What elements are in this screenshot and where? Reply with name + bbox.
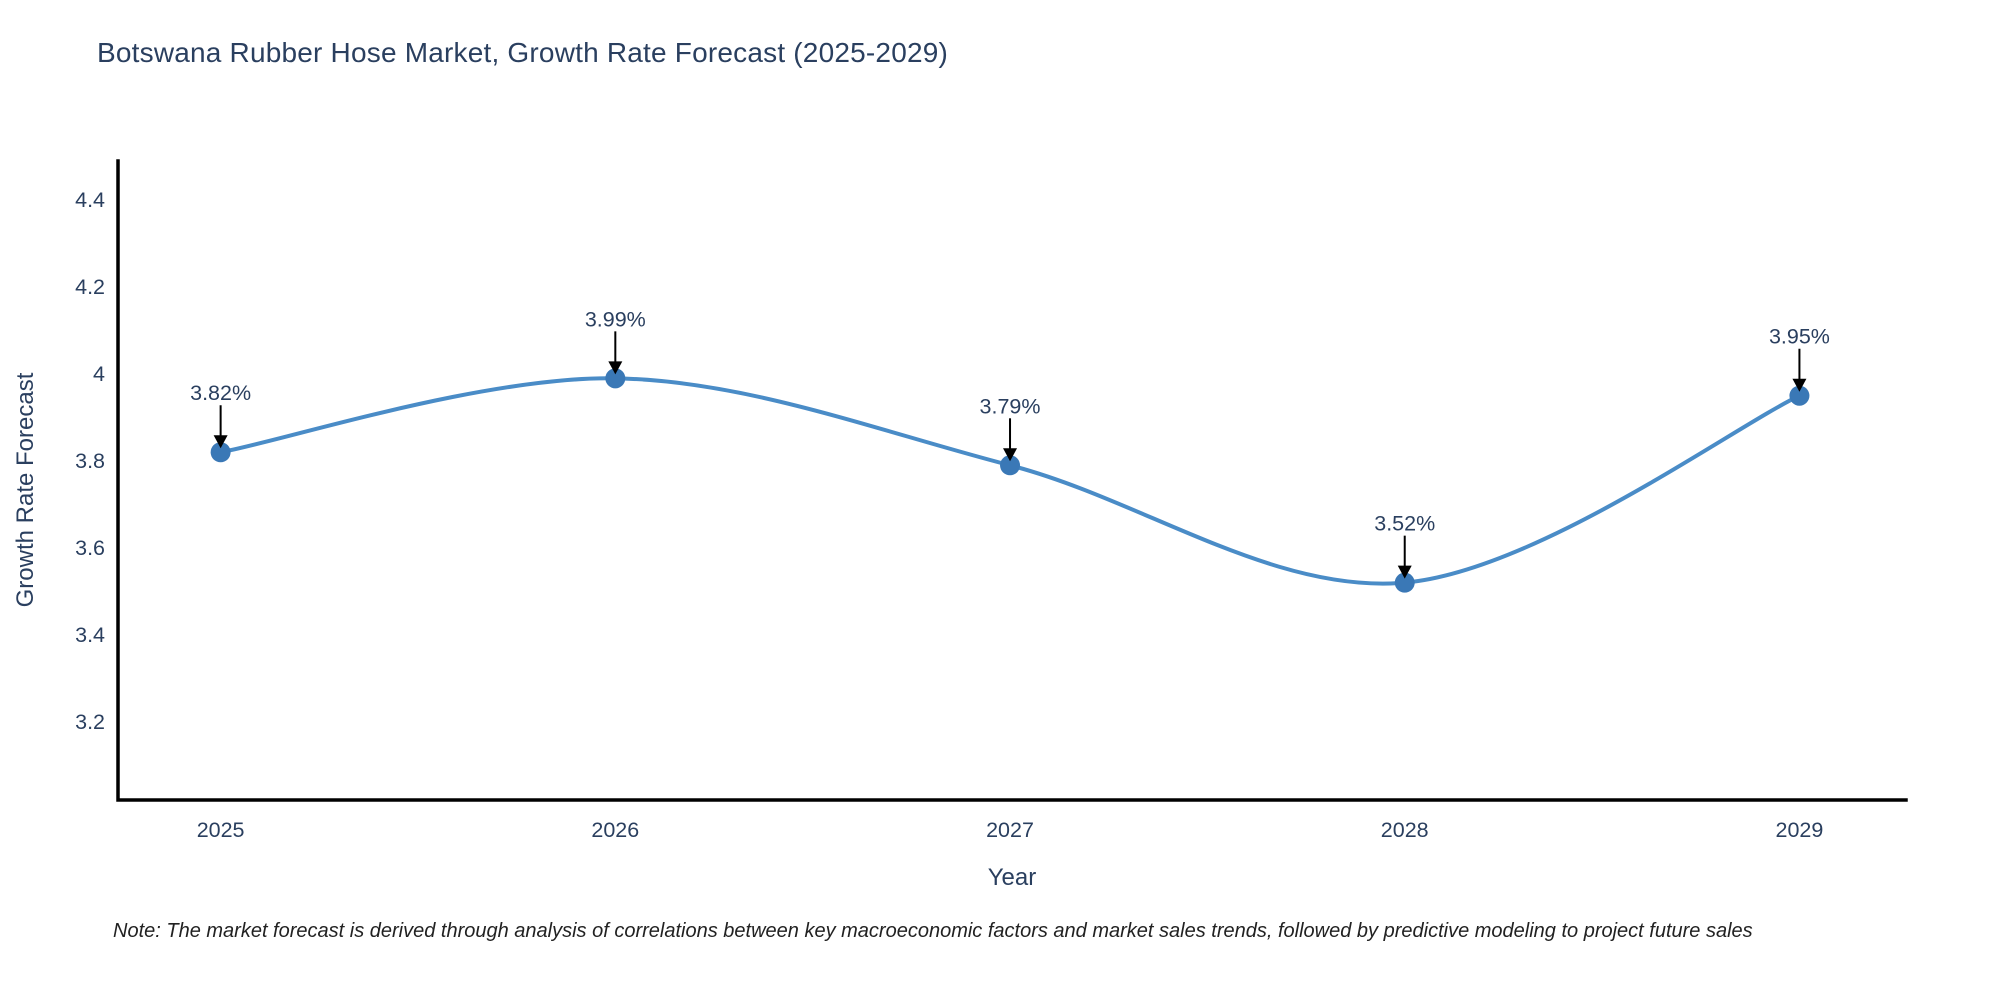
x-tick-label: 2027 xyxy=(986,818,1034,842)
x-tick-label: 2026 xyxy=(591,818,639,842)
data-point-2026[interactable] xyxy=(605,368,626,389)
x-tick-label: 2028 xyxy=(1381,818,1429,842)
y-tick-label: 3.2 xyxy=(75,710,105,734)
footnote: Note: The market forecast is derived thr… xyxy=(113,920,1753,942)
annotation-arrowhead-icon xyxy=(608,361,623,375)
y-tick-label: 3.4 xyxy=(75,623,105,647)
annotation-label: 3.79% xyxy=(980,394,1041,418)
annotation-label: 3.99% xyxy=(585,307,646,331)
y-tick-label: 4.4 xyxy=(75,188,105,212)
annotation-arrowhead-icon xyxy=(1792,378,1807,392)
data-point-2027[interactable] xyxy=(1000,455,1021,476)
x-tick-label: 2029 xyxy=(1776,818,1824,842)
annotation-label: 3.95% xyxy=(1769,325,1830,349)
y-tick-label: 4 xyxy=(93,362,105,386)
chart-title: Botswana Rubber Hose Market, Growth Rate… xyxy=(97,37,949,68)
y-tick-label: 4.2 xyxy=(75,275,105,299)
data-point-2025[interactable] xyxy=(210,442,231,463)
y-tick-label: 3.6 xyxy=(75,536,105,560)
data-point-2029[interactable] xyxy=(1789,385,1810,406)
annotation-arrowhead-icon xyxy=(1003,448,1018,462)
x-axis-title: Year xyxy=(987,864,1037,891)
y-axis-title: Growth Rate Forecast xyxy=(12,372,39,608)
axis-lines xyxy=(116,159,1908,802)
annotation-arrowhead-icon xyxy=(213,435,228,449)
y-tick-label: 3.8 xyxy=(75,449,105,473)
annotation-arrowhead-icon xyxy=(1397,565,1412,579)
annotation-label: 3.52% xyxy=(1374,512,1435,536)
annotation-label: 3.82% xyxy=(190,381,251,405)
data-point-2028[interactable] xyxy=(1394,572,1415,593)
x-tick-label: 2025 xyxy=(197,818,245,842)
